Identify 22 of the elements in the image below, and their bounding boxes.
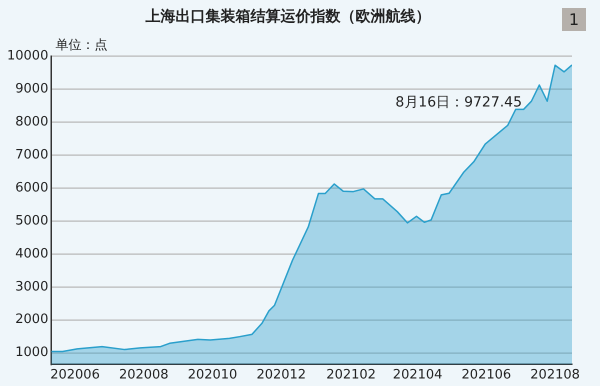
x-tick-label: 202102 — [326, 368, 376, 383]
y-tick-label: 4000 — [15, 246, 48, 262]
y-tick-label: 9000 — [15, 81, 48, 96]
x-tick-label: 202012 — [256, 368, 306, 383]
y-tick-label: 3000 — [15, 279, 48, 294]
y-tick-label: 8000 — [15, 114, 48, 130]
text: 1 — [562, 8, 586, 31]
y-tick-label: 1000 — [15, 345, 48, 360]
x-tick-label: 202010 — [188, 368, 238, 383]
y-axis-title: 单位：点 — [55, 38, 108, 53]
x-tick-label: 202006 — [50, 368, 100, 383]
x-tick-label: 202106 — [462, 368, 512, 383]
y-tick-label: 2000 — [15, 312, 48, 328]
y-tick-label: 5000 — [15, 213, 48, 228]
x-tick-label: 202108 — [530, 368, 580, 383]
y-tick-label: 7000 — [15, 147, 48, 162]
y-tick-label: 10000 — [6, 48, 48, 64]
annotation: 8月16日：9727.45 — [395, 94, 522, 111]
y-tick-label: 6000 — [15, 180, 48, 196]
x-tick-label: 202008 — [118, 368, 169, 383]
x-tick-label: 202104 — [392, 368, 442, 383]
chart-title: 上海出口集装箱结算运价指数（欧洲航线） — [144, 6, 430, 25]
